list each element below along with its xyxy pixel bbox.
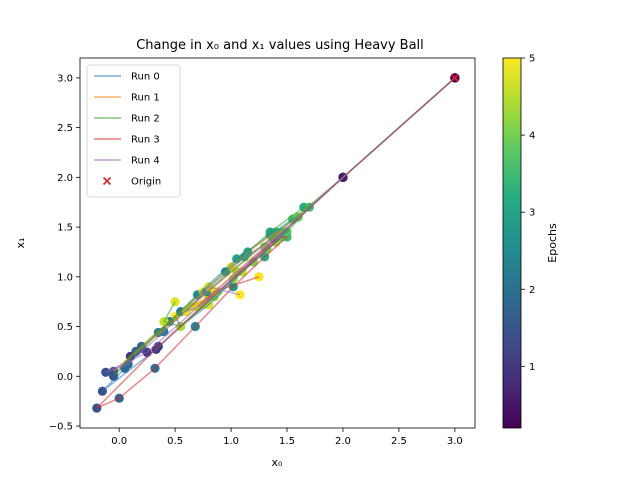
x-tick-label: 1.5	[279, 436, 295, 447]
legend-label-run-1: Run 1	[131, 93, 160, 104]
y-tick-label: 2.0	[57, 173, 73, 184]
x-tick-label: 2.0	[335, 436, 351, 447]
y-tick-label: 3.0	[57, 73, 73, 84]
legend-swatch-origin	[102, 176, 112, 186]
origin-marker-stroke	[450, 73, 459, 82]
y-tick-label: 0.5	[57, 322, 73, 333]
legend: Run 0 Run 1 Run 2 Run 3 Run 4 Origin	[86, 64, 181, 198]
legend-label-run-3: Run 3	[131, 135, 160, 146]
x-tick-label: 0.5	[167, 436, 183, 447]
x-axis-label: x₀	[272, 456, 284, 469]
y-axis-label: x₁	[14, 238, 27, 249]
y-tick-label: 0.0	[57, 372, 73, 383]
x-tick-label: 1.0	[223, 436, 239, 447]
colorbar-label: Epochs	[546, 223, 559, 263]
legend-label-run-2: Run 2	[131, 114, 160, 125]
plot-area	[92, 73, 460, 413]
series-line-run-4	[105, 77, 456, 374]
x-tick-label: 0.0	[111, 436, 127, 447]
y-axis: −0.5 0.0 0.5 1.0 1.5 2.0 2.5 3.0	[49, 73, 80, 433]
x-tick-label: 2.5	[391, 436, 407, 447]
colorbar	[502, 57, 522, 429]
chart-title: Change in x₀ and x₁ values using Heavy B…	[136, 38, 424, 53]
legend-box	[86, 64, 181, 198]
y-tick-label: 1.0	[57, 272, 73, 283]
colorbar-tick-label: 1	[529, 362, 535, 373]
y-tick-label: −0.5	[49, 422, 73, 433]
legend-label-origin: Origin	[131, 177, 161, 188]
legend-label-run-4: Run 4	[131, 156, 160, 167]
x-axis: 0.0 0.5 1.0 1.5 2.0 2.5 3.0	[111, 428, 463, 447]
y-tick-label: 1.5	[57, 223, 73, 234]
y-tick-label: 2.5	[57, 123, 73, 134]
plot-frame	[79, 57, 476, 429]
legend-label-run-0: Run 0	[131, 72, 160, 83]
colorbar-tick-label: 4	[529, 131, 535, 142]
colorbar-tick-label: 5	[529, 54, 535, 65]
colorbar-tick-label: 3	[529, 208, 535, 219]
x-tick-label: 3.0	[447, 436, 463, 447]
colorbar-axis: 1 2 3 4 5	[521, 54, 535, 373]
colorbar-tick-label: 2	[529, 285, 535, 296]
origin-marker	[450, 73, 459, 82]
